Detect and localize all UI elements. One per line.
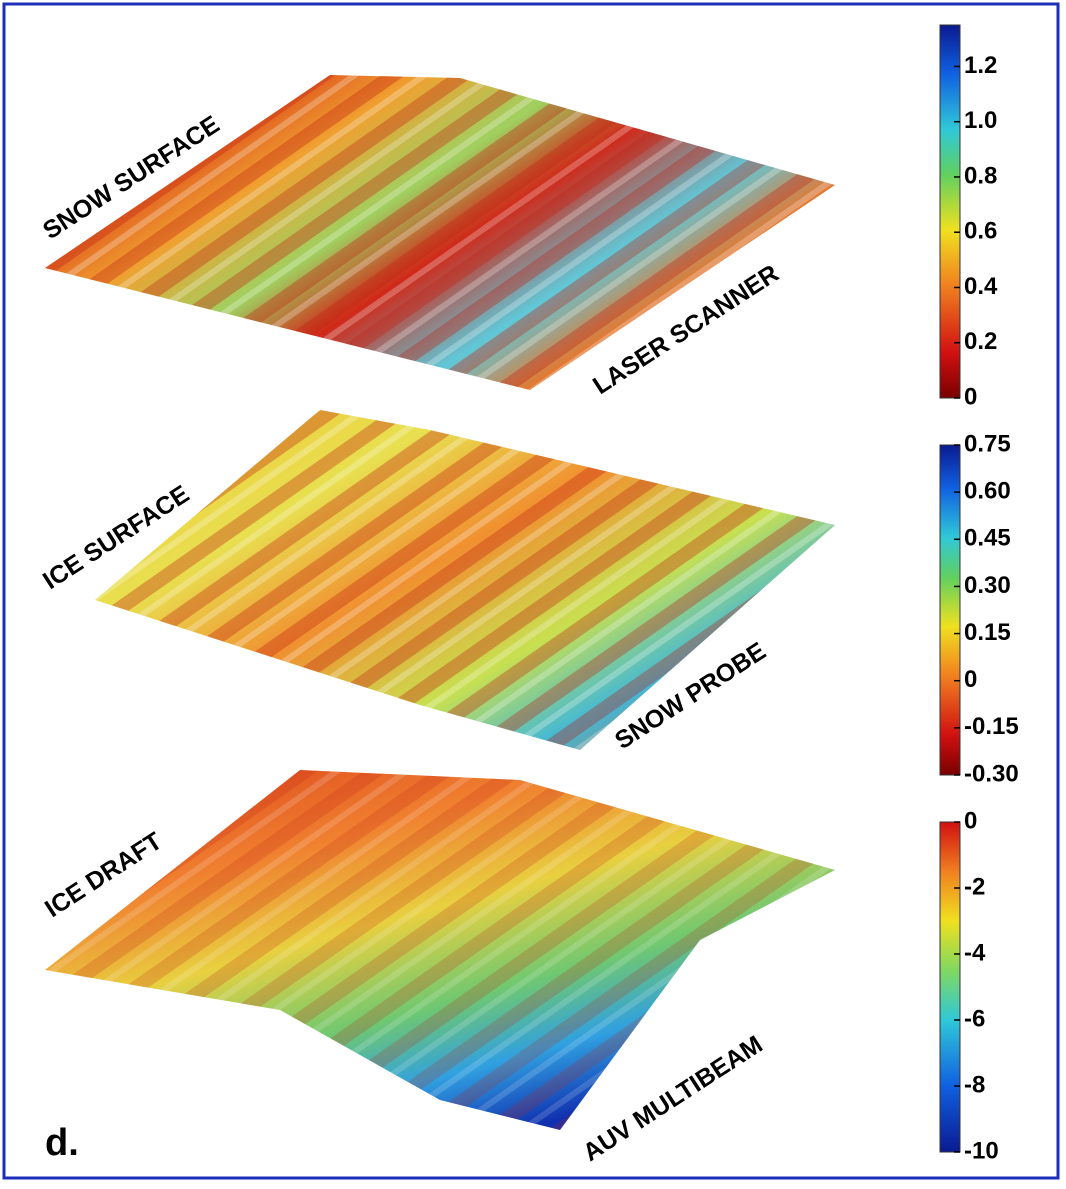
- colorbar: [940, 822, 960, 1152]
- tick-label: 0.8: [964, 162, 997, 189]
- tick-label: -6: [964, 1005, 985, 1032]
- colorbars: 0 0.2 0.4 0.6 0.8 1.0 1.2 -0.30 -0.15 0 0.15 0.30 0.…: [940, 25, 1019, 1164]
- tick-label: 0.6: [964, 218, 997, 245]
- tick-label: 0.45: [964, 525, 1011, 552]
- tick-label: -2: [964, 873, 985, 900]
- figure: SNOW SURFACE LASER SCANNER ICE SURFACE S…: [0, 0, 1066, 1184]
- tick-label: -0.15: [964, 713, 1019, 740]
- surface-snow: [45, 75, 835, 390]
- tick-label: 0.30: [964, 572, 1011, 599]
- tick-label: 0: [964, 807, 977, 834]
- tick-label: -4: [964, 939, 986, 966]
- tick-label: -0.30: [964, 760, 1019, 787]
- page: SNOW SURFACE LASER SCANNER ICE SURFACE S…: [0, 0, 1066, 1189]
- tick-label: -8: [964, 1071, 985, 1098]
- surface-ice: [95, 410, 835, 750]
- tick-label: 0.75: [964, 430, 1011, 457]
- tick-label: 0: [964, 383, 977, 410]
- colorbar: [940, 445, 960, 775]
- panel-label: d.: [45, 1122, 79, 1164]
- tick-label: 1.0: [964, 107, 997, 134]
- tick-label: 0.4: [964, 273, 998, 300]
- tick-label: 0.60: [964, 477, 1011, 504]
- tick-label: 0.15: [964, 619, 1011, 646]
- tick-label: -10: [964, 1137, 999, 1164]
- tick-label: 1.2: [964, 52, 997, 79]
- tick-label: 0: [964, 666, 977, 693]
- tick-label: 0.2: [964, 328, 997, 355]
